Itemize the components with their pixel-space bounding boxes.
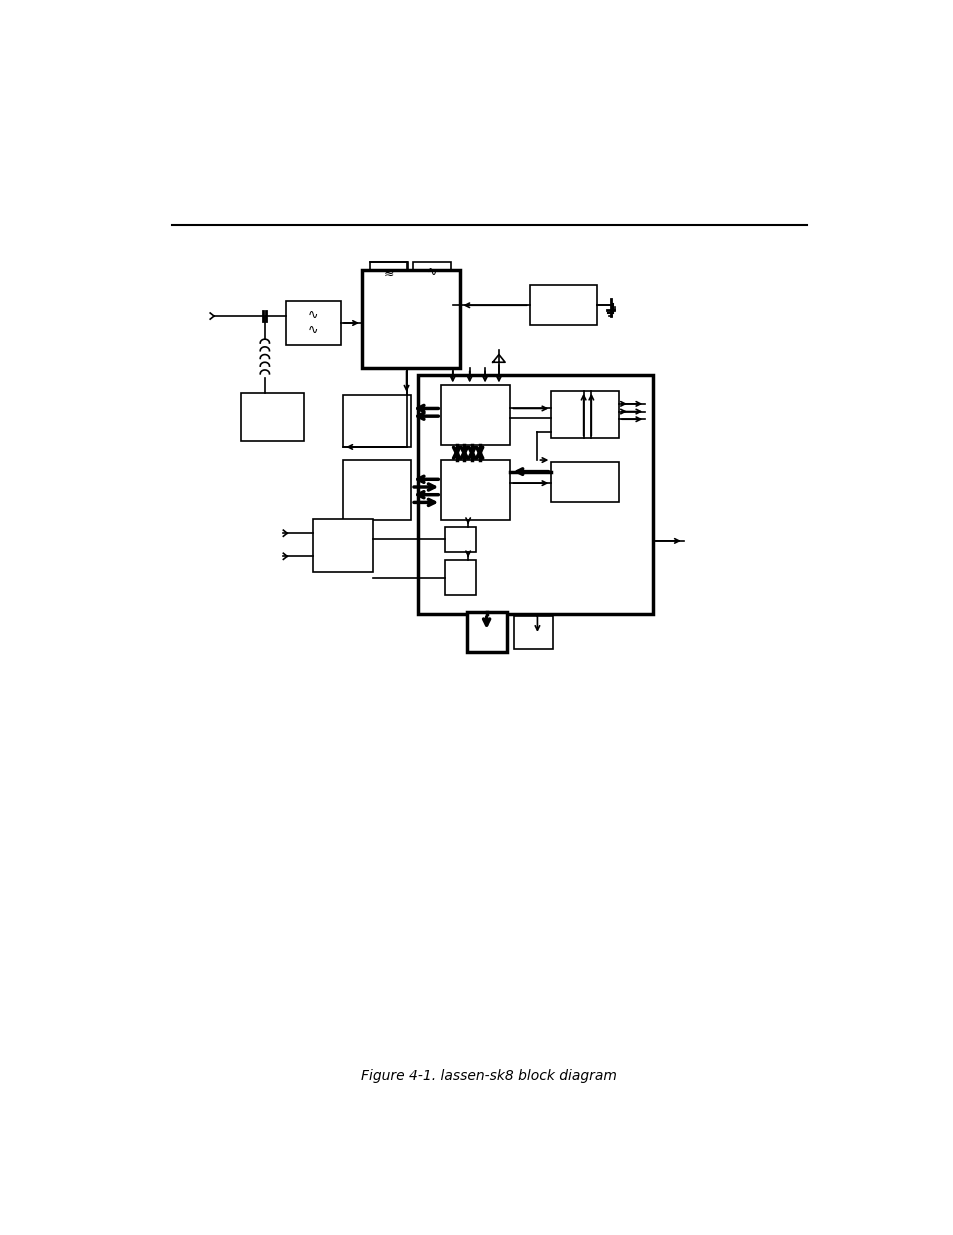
Text: ∿: ∿	[426, 267, 436, 279]
Bar	[313, 520, 373, 572]
Bar	[369, 262, 408, 284]
Bar	[241, 393, 304, 441]
Bar	[529, 285, 597, 325]
Bar	[417, 375, 652, 614]
Bar	[413, 262, 451, 284]
Bar	[444, 561, 476, 595]
Bar	[440, 461, 510, 520]
Text: Figure 4-1. lassen-sk8 block diagram: Figure 4-1. lassen-sk8 block diagram	[360, 1070, 617, 1083]
Bar	[551, 462, 618, 503]
Bar	[343, 395, 411, 447]
Bar	[343, 461, 411, 520]
Bar	[466, 611, 506, 652]
Bar	[361, 270, 460, 368]
Bar	[440, 385, 510, 446]
Bar	[551, 390, 618, 438]
Bar	[285, 300, 341, 346]
Text: ≋: ≋	[383, 267, 394, 279]
Bar	[444, 527, 476, 552]
Bar	[514, 616, 552, 648]
Text: ∿
∿: ∿ ∿	[308, 309, 318, 337]
